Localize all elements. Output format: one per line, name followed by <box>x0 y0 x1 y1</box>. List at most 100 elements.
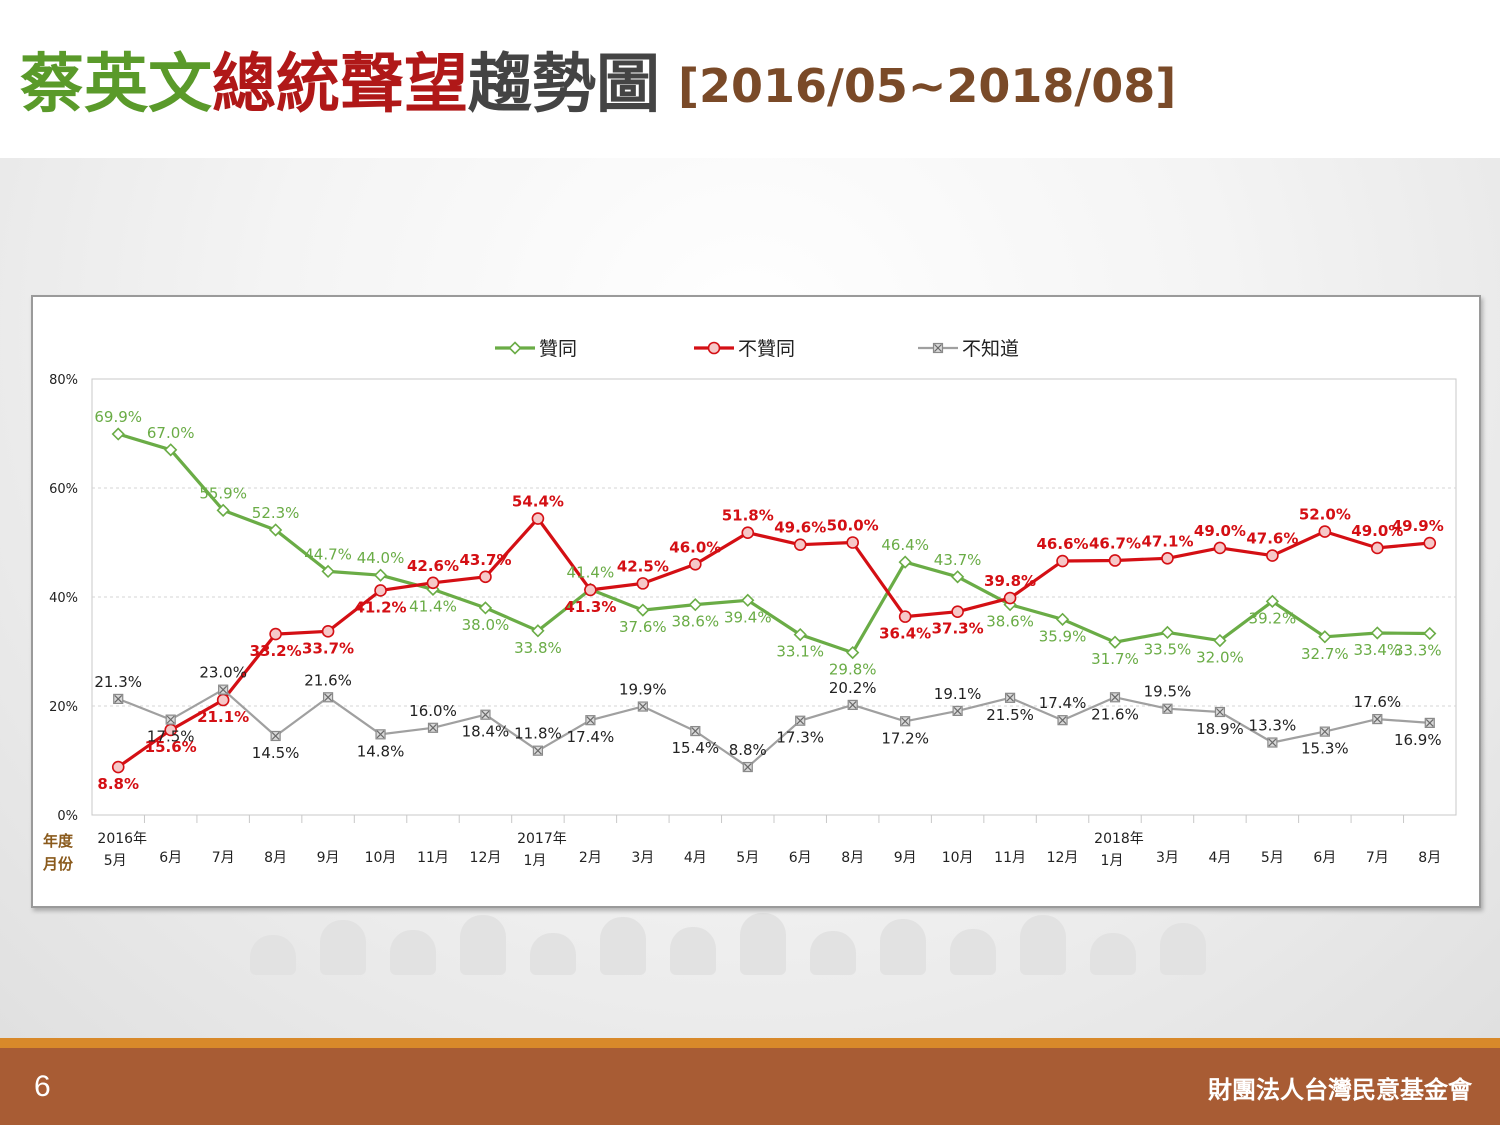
data-label-0: 39.4% <box>724 608 772 626</box>
data-label-2: 11.8% <box>514 725 562 743</box>
data-point-2 <box>795 715 806 726</box>
data-label-2: 19.9% <box>619 681 667 699</box>
data-label-1: 46.7% <box>1089 534 1141 552</box>
data-label-2: 15.4% <box>671 739 719 757</box>
data-label-0: 55.9% <box>199 484 247 502</box>
data-point-1 <box>1213 541 1227 555</box>
data-point-0 <box>846 645 860 660</box>
organization-name: 財團法人台灣民意基金會 <box>1208 1076 1472 1104</box>
year-label: 2017年 <box>517 831 567 847</box>
data-point-0 <box>321 564 335 579</box>
data-point-0 <box>1213 633 1227 648</box>
data-point-1 <box>479 570 492 584</box>
data-point-1 <box>793 538 807 551</box>
data-label-2: 18.9% <box>1196 720 1244 738</box>
data-label-0: 39.2% <box>1249 609 1297 627</box>
data-point-1 <box>111 760 125 774</box>
data-point-0 <box>1160 625 1175 640</box>
data-point-1 <box>1161 552 1174 565</box>
data-point-1 <box>321 625 335 638</box>
data-point-2 <box>1214 706 1226 718</box>
data-point-1 <box>1003 591 1017 605</box>
y-tick-label: 80% <box>49 373 78 388</box>
data-label-1: 52.0% <box>1299 506 1351 524</box>
x-tick-label: 8月 <box>1418 850 1441 866</box>
data-point-2 <box>742 761 753 773</box>
x-tick-label: 5月 <box>736 850 759 866</box>
data-label-2: 21.6% <box>1091 705 1139 723</box>
data-label-0: 44.0% <box>357 549 405 567</box>
x-tick-label: 7月 <box>1366 850 1389 866</box>
data-label-1: 51.8% <box>722 507 774 525</box>
data-point-1 <box>689 557 702 571</box>
legend-marker-1 <box>707 341 721 355</box>
chart-panel: 0% 20% 40% 60% 80% 5月 6月 7月 8月 9月 10月 11月 12月 1月 2月 3月 4… <box>31 295 1481 908</box>
data-point-1 <box>426 576 440 590</box>
data-label-2: 14.5% <box>252 744 300 762</box>
x-tick-label: 12月 <box>1047 850 1079 866</box>
data-point-1 <box>951 605 964 619</box>
y-tick-label: 0% <box>57 809 78 824</box>
data-label-0: 43.7% <box>934 551 982 569</box>
data-point-2 <box>1004 692 1016 703</box>
data-point-0 <box>478 601 493 615</box>
x-tick-label: 12月 <box>470 850 502 866</box>
y-tick-label: 20% <box>49 700 78 715</box>
data-point-0 <box>1108 635 1122 649</box>
data-label-2: 17.2% <box>881 729 929 747</box>
data-label-0: 29.8% <box>829 661 877 679</box>
data-point-1 <box>374 584 387 597</box>
data-label-0: 35.9% <box>1039 627 1087 645</box>
data-label-1: 50.0% <box>827 517 879 535</box>
data-label-0: 46.4% <box>881 536 929 554</box>
x-tick-label: 5月 <box>1261 850 1284 866</box>
footer-bar <box>0 1048 1500 1125</box>
data-label-2: 17.3% <box>776 729 824 747</box>
data-point-2 <box>690 725 701 737</box>
data-point-0 <box>1318 630 1332 644</box>
data-point-0 <box>1055 612 1070 626</box>
data-point-0 <box>216 503 230 517</box>
data-point-2 <box>1319 726 1330 737</box>
data-point-1 <box>1371 541 1384 555</box>
x-tick-label: 11月 <box>417 850 449 866</box>
data-label-2: 23.0% <box>199 664 247 682</box>
data-point-0 <box>1265 594 1280 608</box>
data-point-2 <box>270 730 281 742</box>
data-point-2 <box>847 699 858 711</box>
title-name: 蔡英文 <box>20 48 212 122</box>
data-label-2: 21.3% <box>94 673 142 691</box>
trend-line-chart: 0% 20% 40% 60% 80% 5月 6月 7月 8月 9月 10月 11月 12月 1月 2月 3月 4… <box>42 338 1457 873</box>
data-label-1: 49.9% <box>1392 517 1444 535</box>
data-label-2: 21.5% <box>986 706 1034 724</box>
x-tick-label: 8月 <box>264 850 287 866</box>
data-point-0 <box>898 555 912 569</box>
data-point-1 <box>531 512 545 525</box>
title-date-range: [2016/05~2018/08] <box>678 59 1177 113</box>
x-tick-label: 4月 <box>1208 850 1231 866</box>
data-label-0: 52.3% <box>252 504 300 522</box>
data-point-0 <box>164 443 178 457</box>
data-label-1: 47.6% <box>1246 530 1298 548</box>
data-point-1 <box>898 610 912 623</box>
data-label-2: 19.5% <box>1144 683 1192 701</box>
data-label-0: 32.7% <box>1301 645 1349 663</box>
data-label-1: 21.1% <box>197 708 249 726</box>
data-label-1: 8.8% <box>97 775 139 793</box>
data-label-0: 44.7% <box>304 545 352 563</box>
data-label-1: 49.0% <box>1351 522 1403 540</box>
data-label-1: 54.4% <box>512 493 564 511</box>
x-tick-label: 6月 <box>789 850 812 866</box>
data-label-2: 17.5% <box>147 728 195 746</box>
x-tick-label: 3月 <box>631 850 654 866</box>
year-label: 2018年 <box>1094 831 1144 847</box>
data-label-2: 15.3% <box>1301 740 1349 758</box>
data-label-2: 17.4% <box>567 728 615 746</box>
data-label-2: 8.8% <box>729 741 767 759</box>
x-tick-label: 3月 <box>1156 850 1179 866</box>
data-label-1: 33.2% <box>250 642 302 660</box>
data-label-2: 16.9% <box>1394 731 1442 749</box>
data-label-2: 16.0% <box>409 702 457 720</box>
data-label-0: 38.0% <box>462 616 510 634</box>
data-point-1 <box>216 693 230 707</box>
